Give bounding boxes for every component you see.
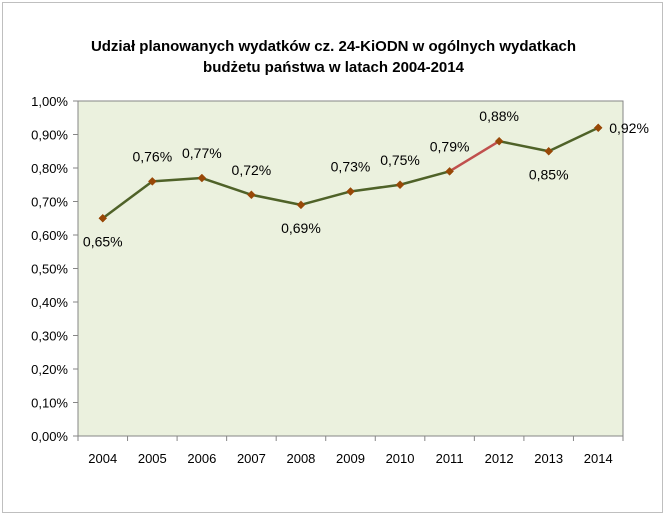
chart-title-line-2: budżetu państwa w latach 2004-2014 bbox=[203, 59, 464, 76]
data-point-marker bbox=[395, 180, 405, 190]
data-point-marker bbox=[147, 177, 157, 186]
series-line-segment bbox=[250, 193, 303, 207]
series-line-segment bbox=[349, 183, 402, 193]
series-line-segment bbox=[151, 176, 204, 183]
data-point-marker bbox=[494, 136, 504, 146]
x-tick-label: 2013 bbox=[534, 451, 563, 466]
x-axis: 2004 2005 2006 2007 2008 2009 2010 2011 2012 2013… bbox=[77, 436, 624, 466]
data-label: 0,75% bbox=[380, 152, 420, 168]
data-label: 0,65% bbox=[83, 233, 123, 249]
x-tick-label: 2007 bbox=[237, 451, 266, 466]
data-point-marker bbox=[247, 190, 256, 200]
data-label: 0,72% bbox=[232, 162, 272, 178]
data-label: 0,88% bbox=[479, 108, 519, 124]
series-line-segment bbox=[398, 170, 451, 186]
data-point-marker bbox=[544, 146, 554, 156]
data-point-marker bbox=[296, 200, 306, 210]
y-tick-label: 0,90% bbox=[31, 128, 68, 143]
x-tick-label: 2004 bbox=[88, 451, 117, 466]
series-markers bbox=[98, 123, 603, 223]
x-tick-label: 2006 bbox=[187, 451, 216, 466]
data-label: 0,76% bbox=[132, 148, 172, 164]
y-tick-label: 0,20% bbox=[31, 362, 68, 377]
data-point-marker bbox=[593, 123, 603, 133]
data-label: 0,77% bbox=[182, 145, 222, 161]
x-tick-label: 2009 bbox=[336, 451, 365, 466]
data-labels: 0,65% 0,76% 0,77% 0,72% 0,69% 0,73% 0,75% 0,79%… bbox=[83, 108, 649, 249]
y-tick-label: 0,10% bbox=[31, 396, 68, 411]
y-axis: 0,00% 0,10% 0,20% 0,30% 0,40% 0,50% 0,60% 0,70%… bbox=[31, 94, 78, 444]
series-line-segment-highlighted bbox=[448, 139, 501, 173]
series-line-segment bbox=[497, 139, 550, 153]
data-point-marker bbox=[346, 187, 355, 196]
series-line-segment bbox=[547, 126, 600, 153]
y-tick-label: 1,00% bbox=[31, 94, 68, 109]
data-point-marker bbox=[98, 213, 108, 223]
data-point-marker bbox=[445, 166, 454, 176]
data-label: 0,73% bbox=[331, 158, 371, 174]
x-tick-label: 2005 bbox=[138, 451, 167, 466]
chart-title: Udział planowanych wydatków cz. 24-KiODN… bbox=[0, 36, 667, 78]
chart-title-line-1: Udział planowanych wydatków cz. 24-KiODN… bbox=[90, 38, 577, 55]
x-tick-label: 2012 bbox=[485, 451, 514, 466]
series-line-segment bbox=[299, 190, 352, 207]
data-point-marker bbox=[197, 173, 207, 183]
y-tick-label: 0,00% bbox=[31, 429, 68, 444]
x-tick-label: 2014 bbox=[584, 451, 613, 466]
x-tick-label: 2008 bbox=[286, 451, 315, 466]
plot-area bbox=[77, 100, 624, 437]
y-tick-label: 0,80% bbox=[31, 161, 68, 176]
series-lines bbox=[101, 126, 600, 220]
series-line-segment bbox=[200, 176, 253, 197]
y-tick-label: 0,60% bbox=[31, 228, 68, 243]
x-tick-label: 2011 bbox=[436, 451, 464, 466]
data-label: 0,79% bbox=[430, 138, 470, 154]
y-tick-label: 0,40% bbox=[31, 295, 68, 310]
y-tick-label: 0,30% bbox=[31, 329, 68, 344]
series-line-segment bbox=[101, 180, 154, 220]
data-label: 0,69% bbox=[281, 220, 321, 236]
data-label: 0,85% bbox=[529, 166, 569, 182]
y-tick-label: 0,70% bbox=[31, 195, 68, 210]
x-tick-label: 2010 bbox=[386, 451, 415, 466]
y-tick-label: 0,50% bbox=[31, 262, 68, 277]
data-label: 0,92% bbox=[609, 120, 649, 136]
